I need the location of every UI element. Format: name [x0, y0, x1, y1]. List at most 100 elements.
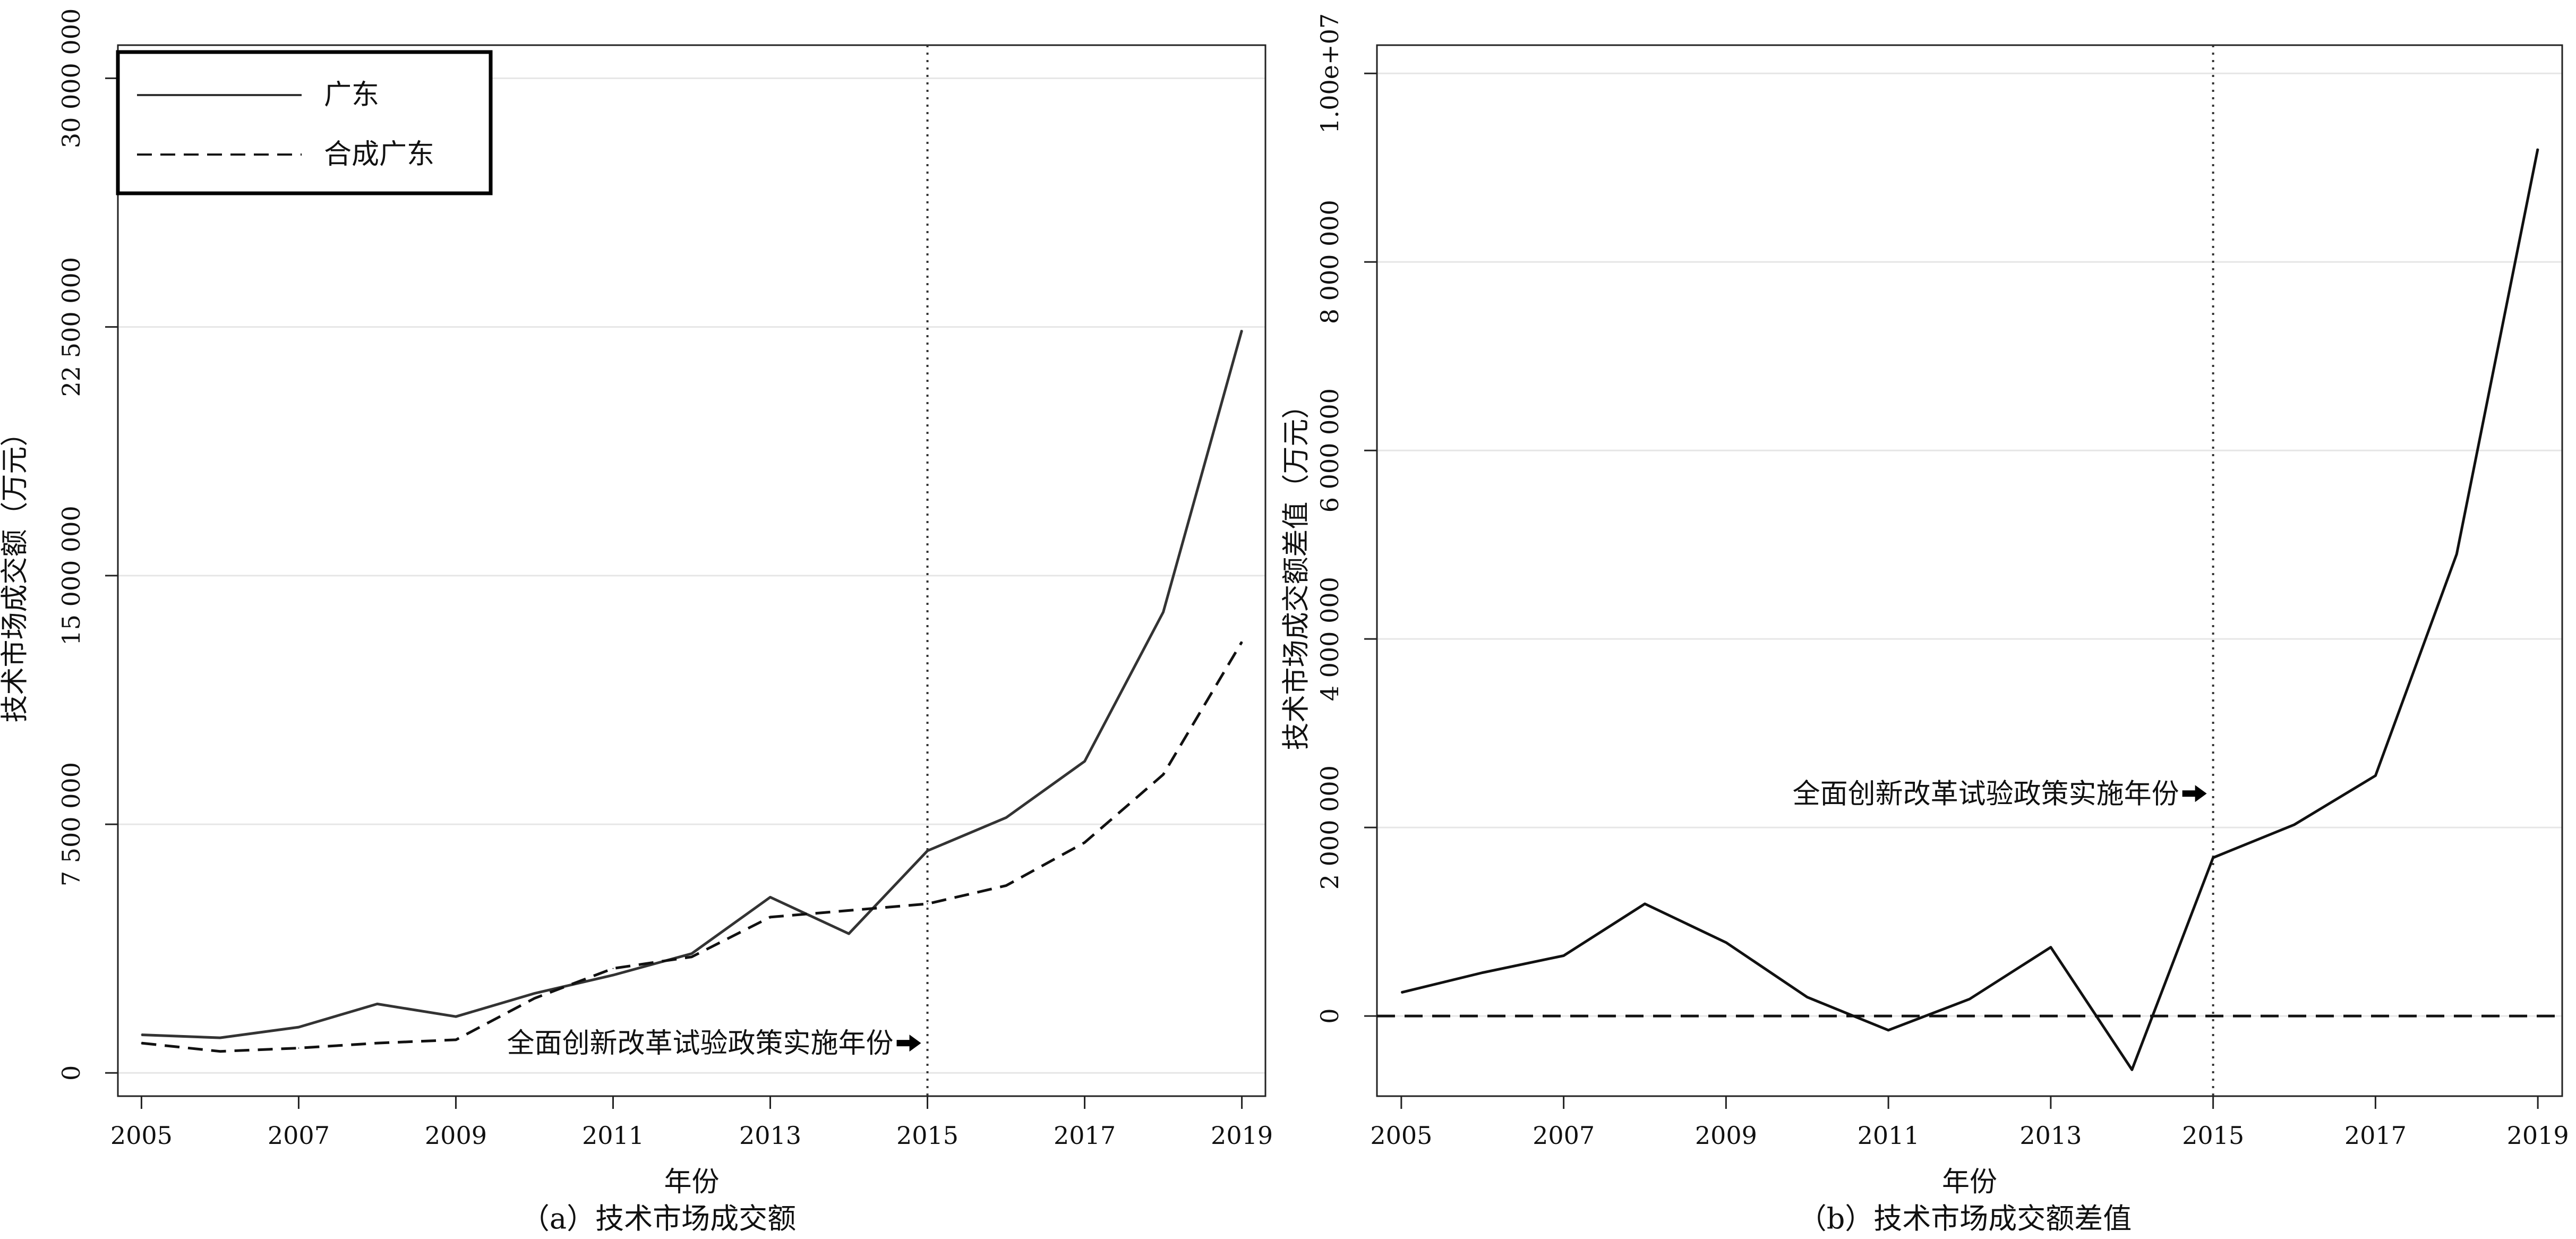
data-point	[1162, 774, 1164, 775]
data-point	[376, 1003, 378, 1005]
x-tick-label: 2015	[896, 1121, 958, 1150]
x-tick-label: 2005	[1370, 1121, 1432, 1150]
data-point	[1400, 992, 1402, 993]
panel-b-y-axis-label: 技术市场成交额差值（万元）	[1281, 391, 1313, 750]
panel-a-x-axis-label: 年份	[664, 1166, 719, 1198]
data-point	[612, 968, 614, 969]
data-point	[219, 1050, 221, 1052]
legend-label-guangdong: 广东	[324, 79, 379, 111]
panel-b-gridlines	[1377, 72, 2562, 1017]
y-tick-label: 8 000 000	[1315, 200, 1344, 324]
data-point	[1807, 996, 1808, 998]
data-point	[1241, 641, 1243, 643]
x-tick-label: 2009	[1695, 1121, 1757, 1150]
y-tick-label: 4 000 000	[1315, 577, 1344, 701]
data-point	[1563, 955, 1564, 956]
data-point	[2537, 148, 2539, 150]
panel-b-y-ticks: 0 2 000 000 4 000 000 6 000 000 8 000 000 1.0…	[1315, 13, 1377, 1024]
x-tick-label: 2017	[2344, 1121, 2407, 1150]
panel-a-gridlines	[118, 77, 1265, 1074]
panel-a-annotation: 全面创新改革试验政策实施年份	[507, 1028, 921, 1059]
data-point	[1725, 942, 1727, 943]
data-point	[2293, 824, 2295, 825]
data-point	[769, 896, 771, 898]
data-point	[1084, 761, 1085, 762]
panel-b-annotation: 全面创新改革试验政策实施年份	[1793, 778, 2207, 810]
data-point	[1482, 972, 1483, 973]
panel-a: 2005 2007 2009 2011 2013 2015 2017 2019 0 7 500 …	[0, 8, 1273, 1235]
x-tick-label: 2019	[1211, 1121, 1273, 1150]
data-point	[2212, 857, 2214, 858]
legend-box	[116, 50, 493, 195]
data-point	[927, 850, 928, 852]
data-point	[1888, 1029, 1889, 1031]
y-tick-label: 2 000 000	[1315, 765, 1344, 890]
y-tick-label: 0	[1315, 1008, 1344, 1023]
x-tick-label: 2017	[1054, 1121, 1116, 1150]
panel-b-annotation-text: 全面创新改革试验政策实施年份	[1793, 778, 2179, 810]
series-line-1	[141, 641, 1243, 1053]
data-point	[219, 1037, 221, 1039]
data-point	[298, 1047, 299, 1049]
panel-a-legend: 广东 合成广东	[116, 50, 493, 195]
data-point	[455, 1016, 457, 1018]
data-point	[2375, 775, 2376, 776]
data-point	[1969, 998, 1970, 1000]
x-tick-label: 2007	[1533, 1121, 1595, 1150]
x-tick-label: 2005	[110, 1121, 173, 1150]
panel-a-x-ticks: 2005 2007 2009 2011 2013 2015 2017 2019	[110, 1096, 1273, 1150]
legend-label-synthetic-guangdong: 合成广东	[324, 139, 434, 170]
data-point	[2050, 946, 2051, 948]
series-line-0	[141, 330, 1244, 1039]
series-line-0	[1401, 148, 2539, 1071]
data-point	[1162, 611, 1164, 613]
data-point	[376, 1043, 378, 1044]
data-point	[2131, 1069, 2133, 1071]
panel-a-y-ticks: 0 7 500 000 15 000 000 22 500 000 30 000 000	[57, 8, 118, 1081]
y-tick-label: 15 000 000	[57, 506, 85, 645]
data-point	[848, 910, 850, 911]
data-point	[534, 993, 535, 994]
data-point	[1005, 885, 1007, 886]
x-tick-label: 2015	[2182, 1121, 2244, 1150]
y-tick-label: 30 000 000	[57, 8, 85, 148]
panel-a-caption: （a）技术市场成交额	[521, 1202, 796, 1235]
panel-a-y-axis-label: 技术市场成交额（万元）	[0, 418, 31, 722]
data-point	[1005, 817, 1007, 818]
data-point	[769, 916, 771, 918]
panel-b-plot-frame	[1376, 44, 2563, 1097]
panel-b-x-ticks: 2005 2007 2009 2011 2013 2015 2017 2019	[1370, 1096, 2569, 1150]
data-point	[1084, 842, 1085, 843]
x-tick-label: 2007	[268, 1121, 330, 1150]
data-point	[848, 933, 850, 935]
y-tick-label: 1.00e+07	[1315, 13, 1344, 134]
data-point	[691, 953, 692, 954]
data-point	[1644, 903, 1646, 904]
panel-b: 2005 2007 2009 2011 2013 2015 2017 2019 0 2 000 …	[1281, 13, 2569, 1235]
data-point	[298, 1027, 299, 1028]
panel-a-series	[141, 329, 1244, 1053]
y-tick-label: 6 000 000	[1315, 388, 1344, 512]
panel-b-x-axis-label: 年份	[1942, 1166, 1997, 1198]
data-point	[455, 1039, 457, 1040]
data-point	[1241, 329, 1243, 331]
panel-b-annotation-arrow-icon	[2182, 785, 2207, 802]
x-tick-label: 2009	[425, 1121, 487, 1150]
panel-a-annotation-text: 全面创新改革试验政策实施年份	[507, 1028, 894, 1059]
data-point	[927, 903, 928, 904]
y-tick-label: 7 500 000	[57, 762, 85, 886]
data-point	[612, 975, 614, 976]
y-tick-label: 0	[57, 1065, 85, 1081]
y-tick-label: 22 500 000	[57, 257, 85, 397]
panel-b-caption: （b）技术市场成交额差值	[1798, 1202, 2132, 1235]
x-tick-label: 2013	[739, 1121, 801, 1150]
x-tick-label: 2011	[582, 1121, 644, 1150]
data-point	[691, 956, 692, 958]
panel-a-plot-frame	[117, 44, 1266, 1097]
data-point	[141, 1043, 142, 1044]
data-point	[534, 997, 535, 999]
x-tick-label: 2011	[1858, 1121, 1920, 1150]
data-point	[141, 1034, 142, 1036]
